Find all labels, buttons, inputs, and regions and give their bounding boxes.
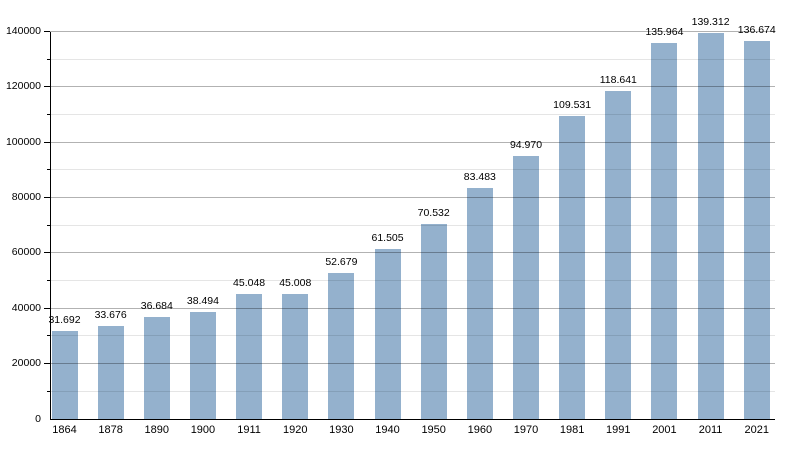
- y-tick: [47, 335, 50, 337]
- y-axis-label: 120000: [5, 80, 41, 93]
- y-tick: [47, 169, 50, 171]
- x-axis-label: 1981: [559, 424, 585, 436]
- y-tick: [47, 280, 50, 282]
- bar: [743, 40, 770, 419]
- y-tick: [47, 390, 50, 392]
- bar-value-label: 36.684: [140, 300, 173, 313]
- bar-value-label: 109.531: [553, 98, 592, 111]
- x-axis-label: 1911: [237, 424, 261, 436]
- bar-value-label: 83.483: [463, 170, 496, 183]
- x-axis-label: 1991: [606, 424, 631, 436]
- y-axis-label: 0: [35, 412, 41, 425]
- bar: [328, 273, 355, 419]
- y-axis-label: 20000: [11, 357, 41, 370]
- bar: [282, 294, 309, 419]
- y-tick: [44, 86, 50, 88]
- bar-value-label: 31.692: [48, 314, 81, 327]
- y-axis-label: 60000: [11, 246, 41, 259]
- y-tick: [44, 252, 50, 254]
- x-axis-label: 1930: [329, 424, 354, 436]
- bar-value-label: 38.494: [186, 295, 219, 308]
- bar-value-label: 45.048: [233, 277, 266, 290]
- bar: [97, 325, 124, 419]
- x-axis-label: 1940: [375, 424, 400, 436]
- bar-value-label: 70.532: [417, 206, 450, 219]
- x-axis-label: 2021: [744, 424, 769, 436]
- y-tick: [44, 363, 50, 365]
- y-tick: [44, 141, 50, 143]
- bar-value-label: 52.679: [325, 256, 358, 269]
- bar-value-label: 33.676: [94, 308, 127, 321]
- x-axis-label: 1970: [513, 424, 539, 436]
- x-axis-label: 1920: [283, 424, 308, 436]
- bar: [605, 90, 632, 419]
- bar: [420, 223, 447, 419]
- bar-value-label: 45.008: [279, 277, 312, 290]
- bar: [143, 317, 170, 419]
- bar-value-label: 135.964: [645, 25, 684, 38]
- bar-value-label: 94.970: [509, 139, 543, 152]
- y-tick: [44, 197, 50, 199]
- bar: [697, 33, 724, 419]
- bar: [559, 115, 586, 419]
- y-tick: [47, 58, 50, 60]
- x-axis-label: 1900: [190, 424, 216, 436]
- bar: [466, 187, 493, 419]
- x-axis-label: 1960: [467, 424, 493, 436]
- bar-value-label: 136.674: [737, 23, 776, 36]
- bar: [651, 42, 678, 419]
- bar: [513, 156, 539, 419]
- y-tick: [44, 31, 50, 32]
- bar-value-label: 118.641: [599, 73, 637, 86]
- bar-value-label: 139.312: [691, 16, 730, 29]
- x-axis-label: 1950: [421, 424, 446, 436]
- bar: [51, 331, 78, 419]
- y-tick: [47, 114, 50, 116]
- x-axis-label: 1864: [52, 424, 77, 436]
- x-axis-label: 2011: [698, 424, 723, 436]
- x-axis-label: 2001: [652, 424, 677, 436]
- x-axis-label: 1878: [98, 424, 123, 436]
- bar-value-label: 61.505: [371, 231, 404, 244]
- y-axis-label: 140000: [5, 25, 41, 37]
- y-axis-label: 80000: [11, 191, 41, 204]
- axes-frame: [50, 31, 775, 420]
- bar: [236, 294, 263, 419]
- bar: [374, 248, 401, 419]
- y-axis-label: 40000: [11, 301, 41, 314]
- y-tick: [44, 307, 50, 309]
- bar: [189, 312, 216, 419]
- y-axis-label: 100000: [5, 135, 41, 148]
- y-tick: [47, 224, 50, 226]
- x-axis-label: 1890: [144, 424, 170, 436]
